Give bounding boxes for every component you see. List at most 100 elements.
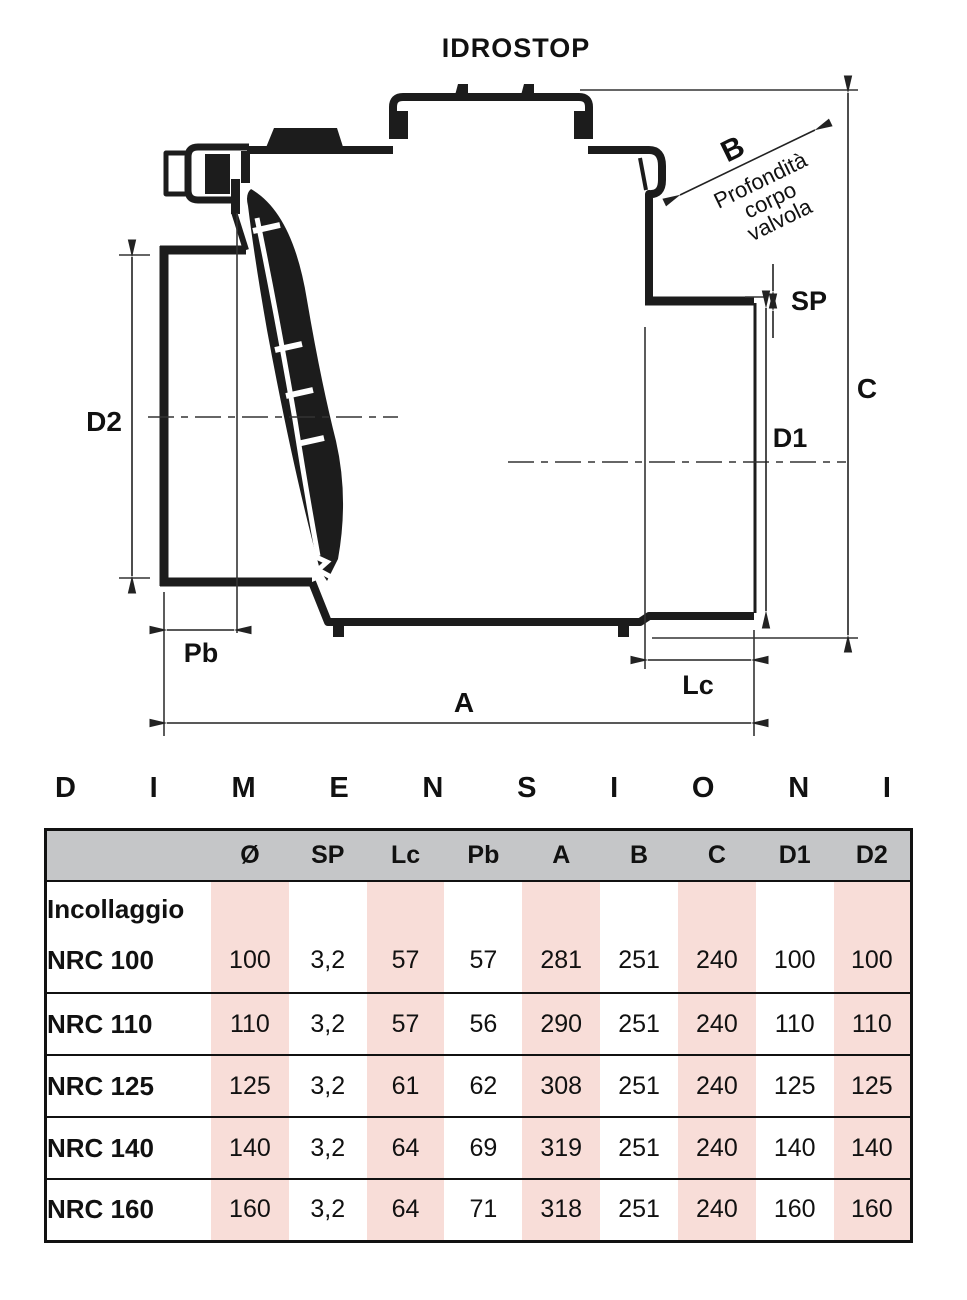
table-cell: 64 — [366, 1117, 445, 1179]
hook-inner-flap — [638, 157, 648, 191]
group-label: Incollaggio — [47, 894, 185, 924]
table-cell: 251 — [618, 1195, 660, 1224]
table-cell: 3,2 — [310, 1133, 346, 1162]
body-inner-slant — [231, 211, 249, 251]
dim-line-b — [662, 118, 833, 207]
column-header: D2 — [833, 829, 912, 882]
table-row: NRC 125 125 3,2 61 62 308 251 240 125 125 — [45, 1055, 912, 1117]
row-label: NRC 110 — [47, 1008, 153, 1039]
hinge-housing — [184, 143, 249, 204]
cap-tab-right — [520, 84, 534, 99]
column-header: SP — [288, 829, 367, 882]
dimensions-table: Ø SP Lc Pb A B C D1 D2 Incollaggio NRC 10… — [44, 828, 913, 1243]
hinge-housing-ext — [163, 150, 188, 197]
table-cell: 240 — [677, 881, 756, 993]
section-title-letter: I — [149, 772, 158, 804]
row-label-cell: NRC 140 — [45, 1117, 211, 1179]
table-cell: 251 — [618, 1071, 660, 1100]
foot-tab-left — [333, 624, 344, 637]
flapper-notch-4 — [296, 435, 325, 447]
table-cell: 3,2 — [310, 1195, 346, 1224]
flapper-tip-notch — [312, 553, 333, 580]
table-row: NRC 110 110 3,2 57 56 290 251 240 110 110 — [45, 993, 912, 1055]
section-title-letter: M — [231, 772, 256, 804]
table-header: Ø SP Lc Pb A B C D1 D2 — [45, 829, 912, 882]
body-bottom-edge — [308, 580, 754, 626]
table-cell: 3,2 — [310, 1071, 346, 1100]
section-title-letter: I — [882, 772, 891, 804]
flapper-groove — [254, 217, 321, 557]
cap-tab-left — [454, 84, 468, 99]
table-cell: 61 — [366, 1055, 445, 1117]
dim-label-c: C — [857, 373, 877, 404]
table-cell: 140 — [833, 1117, 912, 1179]
flapper-notch-2 — [274, 341, 303, 353]
table-cell: 140 — [211, 1117, 289, 1179]
table-cell: 64 — [366, 1179, 445, 1241]
table-wrapper: Ø SP Lc Pb A B C D1 D2 Incollaggio NRC 10… — [44, 828, 913, 1243]
top-bump — [265, 128, 344, 150]
dimensions-table-body: Incollaggio NRC 100 100 3,2 57 57 281 251 240 100… — [45, 881, 912, 1241]
table-cell: 57 — [469, 946, 498, 974]
table-cell: 319 — [522, 1117, 601, 1179]
table-cell: 125 — [833, 1055, 912, 1117]
flapper-notch-3 — [285, 387, 314, 399]
table-cell: 251 — [618, 1009, 660, 1038]
right-shoulder — [588, 146, 666, 301]
table-cell: 69 — [469, 1133, 498, 1162]
table-cell: 56 — [469, 1009, 498, 1038]
dim-label-pb: Pb — [184, 638, 219, 668]
column-header: C — [677, 829, 756, 882]
cap-outline — [389, 93, 593, 138]
table-cell: 100 — [833, 881, 912, 993]
column-header: Ø — [211, 829, 289, 882]
table-cell: 110 — [833, 993, 912, 1055]
column-header: D1 — [755, 829, 834, 882]
table-cell: 318 — [522, 1179, 601, 1241]
table-cell: 125 — [773, 1071, 816, 1100]
section-title-letter: S — [517, 772, 537, 804]
table-cell: 125 — [211, 1055, 289, 1117]
hinge-block — [205, 154, 230, 194]
table-cell: 160 — [773, 1195, 816, 1224]
table-cell: 110 — [211, 993, 289, 1055]
column-header: Pb — [444, 829, 523, 882]
table-cell: 240 — [677, 1179, 756, 1241]
flapper-pivot — [231, 179, 240, 214]
table-cell: 57 — [366, 881, 445, 993]
row-label: NRC 140 — [47, 1132, 154, 1163]
cap-foot-left — [389, 111, 408, 139]
table-cell: 3,2 — [310, 946, 346, 974]
table-cell: 308 — [522, 1055, 601, 1117]
dim-label-sp: SP — [791, 286, 827, 316]
header-row: Ø SP Lc Pb A B C D1 D2 — [45, 829, 912, 882]
dim-label-d1: D1 — [773, 423, 808, 453]
table-cell: 240 — [677, 1055, 756, 1117]
valve-diagram: IDROSTOP — [86, 33, 877, 736]
row-label: NRC 125 — [47, 1070, 154, 1101]
table-cell: 160 — [833, 1179, 912, 1241]
dimension-lines — [127, 75, 853, 728]
section-title-letter: N — [422, 772, 444, 804]
table-cell: 62 — [469, 1071, 498, 1100]
table-cell: 251 — [618, 1133, 660, 1162]
column-header: A — [522, 829, 601, 882]
dim-label-a: A — [454, 687, 474, 718]
table-cell: 160 — [211, 1179, 289, 1241]
section-title-letter: E — [329, 772, 349, 804]
table-cell: 281 — [522, 881, 601, 993]
flapper — [247, 189, 344, 581]
foot-tab-right — [618, 624, 629, 637]
section-title-letter: O — [691, 772, 715, 804]
row-label: NRC 160 — [47, 1194, 154, 1225]
valve-body — [159, 84, 757, 637]
column-header — [45, 829, 211, 882]
table-row: NRC 140 140 3,2 64 69 319 251 240 140 140 — [45, 1117, 912, 1179]
hinge-pin — [241, 151, 250, 183]
table-cell: 251 — [618, 946, 660, 974]
drawing-title: IDROSTOP — [442, 33, 591, 63]
table-cell: 290 — [522, 993, 601, 1055]
row-label-cell: Incollaggio NRC 100 — [45, 881, 211, 993]
